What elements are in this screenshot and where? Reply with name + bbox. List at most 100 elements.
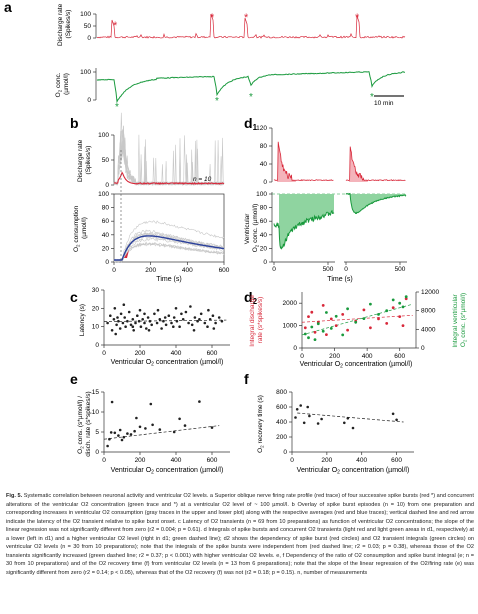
c-data-point bbox=[206, 325, 209, 329]
d1-right-o2 bbox=[345, 192, 407, 215]
f-ytick-label: 0 bbox=[283, 449, 287, 456]
f-data-point bbox=[295, 408, 299, 411]
d2-red-point bbox=[377, 317, 380, 321]
b-o2-overlay bbox=[113, 220, 225, 263]
c-data-point bbox=[115, 323, 118, 327]
e-data-point bbox=[109, 431, 113, 434]
b-xtick-label: 0 bbox=[112, 267, 116, 274]
b-ytick-label: 20 bbox=[102, 245, 110, 252]
c-data-point bbox=[163, 316, 167, 319]
d2-axis-ticks: 0 1000 2000 0 4000 8000 12000 0 200 400 600 bbox=[283, 289, 440, 360]
c-ytick-label: 0 bbox=[95, 342, 99, 349]
c-data-point bbox=[124, 325, 127, 329]
panel-b-o2-yticks: 0 20 40 60 80 100 bbox=[98, 191, 114, 266]
d2-green-point bbox=[334, 314, 338, 318]
d1-ylabel-2: O2 conc. (µmol/l) bbox=[252, 204, 260, 253]
d2-xtick-label: 400 bbox=[362, 353, 373, 360]
d1-top-ytick-label: 120 bbox=[256, 125, 267, 132]
e-ytick-label: 0 bbox=[95, 449, 99, 456]
d1-xtick-0a: 0 bbox=[272, 266, 276, 273]
a-star-red-2: * bbox=[210, 12, 215, 24]
c-data-point bbox=[147, 329, 151, 332]
c-data-point bbox=[143, 312, 146, 316]
c-data-point bbox=[162, 319, 165, 323]
b-latency-arrow bbox=[124, 250, 129, 258]
c-data-point bbox=[113, 307, 117, 310]
c-data-point bbox=[106, 321, 109, 325]
e-ytick-label: 15 bbox=[92, 389, 100, 396]
d2-green-point bbox=[329, 327, 333, 330]
d2-left-ylabel-1: Integral discharge bbox=[249, 295, 256, 347]
a-ytick-50: 50 bbox=[84, 23, 92, 30]
d2-scatter-points bbox=[303, 295, 408, 341]
f-data-point bbox=[299, 404, 303, 407]
b-ytick-label: 100 bbox=[98, 191, 109, 198]
c-data-point bbox=[141, 318, 144, 321]
c-data-point bbox=[131, 325, 135, 329]
e-data-point bbox=[144, 427, 147, 430]
c-data-point bbox=[203, 321, 207, 325]
a-star-green-4: * bbox=[370, 92, 374, 103]
d1-o2-yticks: 0 20 40 60 80 100 bbox=[256, 191, 272, 266]
c-data-point bbox=[193, 316, 197, 319]
d2-right-ytick-label: 0 bbox=[421, 345, 425, 352]
d2-red-point bbox=[313, 330, 317, 334]
d2-green-point bbox=[341, 333, 345, 337]
d2-green-point bbox=[310, 325, 314, 329]
panel-b: b Discharge rate (Spikes/s) 0 50 100 n =… bbox=[70, 112, 230, 283]
d2-red-point bbox=[334, 324, 338, 327]
e-xtick-label: 200 bbox=[135, 457, 146, 464]
d1-xtick-0b: 0 bbox=[344, 266, 348, 273]
d2-left-ytick-label: 1000 bbox=[283, 323, 298, 330]
e-data-point bbox=[151, 423, 154, 427]
c-scatter-points bbox=[106, 303, 224, 336]
d2-green-point bbox=[303, 332, 307, 336]
e-data-point bbox=[113, 431, 117, 435]
f-xtick-label: 0 bbox=[290, 457, 294, 464]
panel-f: f O2 recovery time (s) 0 200 400 600 800 0 200… bbox=[244, 371, 414, 476]
f-xtick-label: 400 bbox=[356, 457, 367, 464]
e-xtick-label: 400 bbox=[171, 457, 182, 464]
e-data-point bbox=[126, 432, 129, 435]
a-star-green-3: * bbox=[249, 92, 253, 103]
d1-xtick-500a: 500 bbox=[323, 266, 334, 273]
d2-green-point bbox=[325, 311, 328, 314]
c-data-point bbox=[117, 319, 120, 323]
e-scatter-points bbox=[106, 400, 214, 448]
d2-red-point bbox=[341, 313, 345, 316]
b-xtick-label: 600 bbox=[219, 267, 230, 274]
b-ytick-label: 80 bbox=[102, 205, 110, 212]
d2-right-ylabel-2: O2 conc. (s*µmol/l) bbox=[460, 293, 468, 347]
c-data-point bbox=[122, 303, 126, 307]
panel-a-top-ylabel-2: (Spikes/s) bbox=[65, 10, 72, 39]
c-data-point bbox=[178, 325, 181, 329]
e-data-point bbox=[106, 444, 109, 448]
b-xlabel: Time (s) bbox=[156, 276, 181, 283]
a-star-red-1: * bbox=[113, 20, 118, 32]
f-data-point bbox=[351, 426, 355, 430]
c-data-point bbox=[190, 323, 194, 327]
f-data-point bbox=[391, 412, 395, 416]
b-o2-overlay bbox=[113, 236, 225, 262]
c-data-point bbox=[119, 312, 123, 316]
panel-b-mean-o2 bbox=[114, 235, 225, 261]
e-data-point bbox=[129, 433, 133, 436]
d1-right-discharge bbox=[345, 146, 406, 182]
f-ylabel: O2 recovery time (s) bbox=[257, 395, 265, 453]
d1-o2-ytick-label: 0 bbox=[263, 259, 267, 266]
f-data-point bbox=[395, 418, 398, 422]
d2-green-point bbox=[321, 329, 325, 333]
panel-e-label: e bbox=[70, 371, 78, 387]
figure-caption: Fig. 5. Systematic correlation between n… bbox=[6, 492, 474, 577]
d1-top-yticks: 0 40 80 120 bbox=[256, 125, 272, 186]
c-ylabel: Latency (s) bbox=[79, 304, 86, 336]
panel-a-bottom-ylabel-1: O2 conc. bbox=[55, 72, 63, 97]
a-o2-ytick-100: 100 bbox=[80, 69, 91, 76]
figure-canvas: a Discharge rate (Spikes/s) 0 50 100 * *… bbox=[4, 0, 468, 476]
panel-b-mean-discharge bbox=[113, 171, 225, 185]
c-data-point bbox=[172, 316, 176, 319]
c-data-point bbox=[126, 319, 129, 323]
f-xtick-label: 600 bbox=[391, 457, 402, 464]
panel-a-discharge-trace bbox=[96, 13, 406, 39]
d1-top-ytick-label: 40 bbox=[260, 161, 268, 168]
